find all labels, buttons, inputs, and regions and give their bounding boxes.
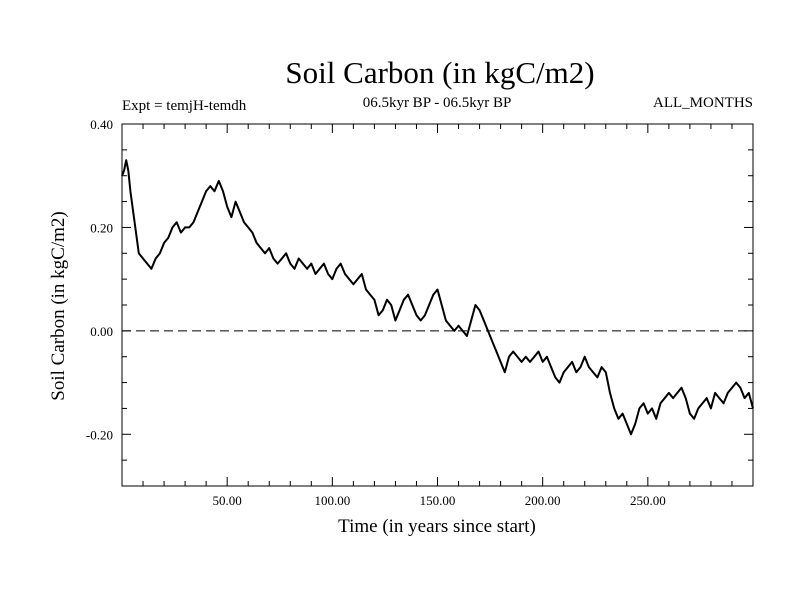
tick-marks — [122, 124, 753, 486]
period-label: 06.5kyr BP - 06.5kyr BP — [363, 95, 512, 111]
y-tick-labels: 0.40 0.20 0.00 -0.20 — [86, 117, 113, 442]
x-tick-labels: 50.00 100.00 150.00 200.00 250.00 — [213, 493, 666, 508]
x-tick-label: 250.00 — [630, 493, 666, 508]
y-axis-label: Soil Carbon (in kgC/m2) — [48, 211, 69, 400]
experiment-label: Expt = temjH-temdh — [122, 98, 247, 114]
chart-title: Soil Carbon (in kgC/m2) — [285, 55, 594, 90]
y-tick-label: 0.40 — [90, 117, 113, 132]
x-tick-label: 50.00 — [213, 493, 242, 508]
x-axis-label: Time (in years since start) — [338, 516, 536, 537]
y-tick-label: -0.20 — [86, 427, 113, 442]
plot-frame — [121, 123, 754, 487]
y-tick-label: 0.00 — [90, 324, 113, 339]
x-tick-label: 200.00 — [525, 493, 561, 508]
x-tick-label: 100.00 — [314, 493, 350, 508]
months-label: ALL_MONTHS — [653, 95, 753, 111]
y-tick-label: 0.20 — [90, 220, 113, 235]
soil-carbon-series-line — [121, 159, 754, 436]
x-tick-label: 150.00 — [420, 493, 456, 508]
